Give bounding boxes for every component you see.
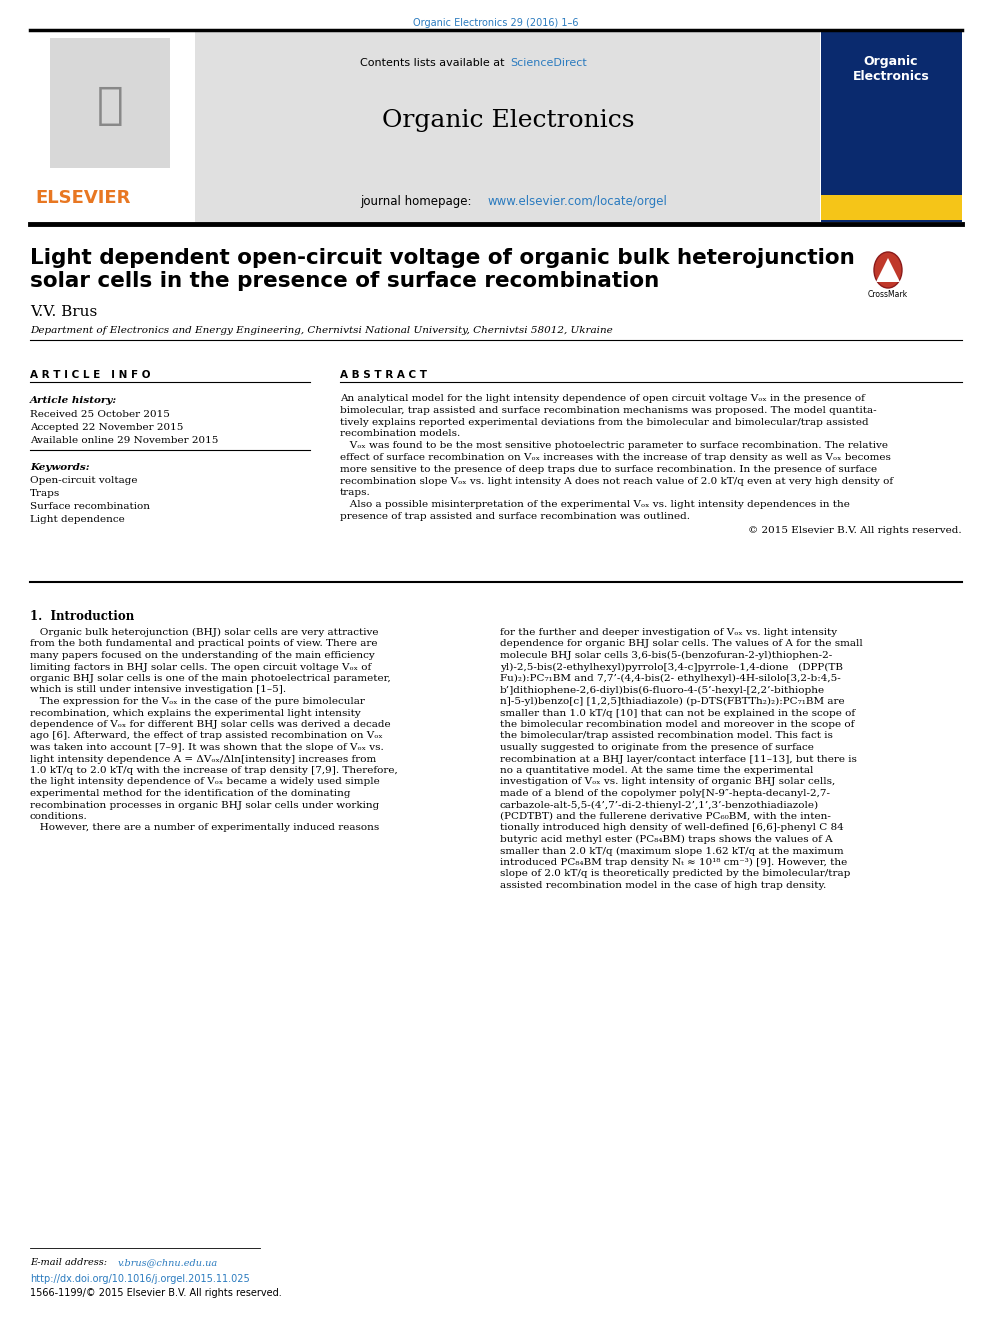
Text: Vₒₓ was found to be the most sensitive photoelectric parameter to surface recomb: Vₒₓ was found to be the most sensitive p… <box>340 441 888 450</box>
Text: 1.  Introduction: 1. Introduction <box>30 610 134 623</box>
Text: tively explains reported experimental deviations from the bimolecular and bimole: tively explains reported experimental de… <box>340 418 869 426</box>
Text: light intensity dependence A = ΔVₒₓ/Δln[intensity] increases from: light intensity dependence A = ΔVₒₓ/Δln[… <box>30 754 376 763</box>
Text: the bimolecular/trap assisted recombination model. This fact is: the bimolecular/trap assisted recombinat… <box>500 732 833 741</box>
Text: www.elsevier.com/locate/orgel: www.elsevier.com/locate/orgel <box>488 194 668 208</box>
Text: recombination at a BHJ layer/contact interface [11–13], but there is: recombination at a BHJ layer/contact int… <box>500 754 857 763</box>
Text: traps.: traps. <box>340 488 371 497</box>
Text: the light intensity dependence of Vₒₓ became a widely used simple: the light intensity dependence of Vₒₓ be… <box>30 778 380 786</box>
Text: (PCDTBT) and the fullerene derivative PC₆₀BM, with the inten-: (PCDTBT) and the fullerene derivative PC… <box>500 812 831 822</box>
Text: molecule BHJ solar cells 3,6-bis(5-(benzofuran-2-yl)thiophen-2-: molecule BHJ solar cells 3,6-bis(5-(benz… <box>500 651 832 660</box>
Text: carbazole-alt-5,5-(4’,7’-di-2-thienyl-2’,1’,3’-benzothiadiazole): carbazole-alt-5,5-(4’,7’-di-2-thienyl-2’… <box>500 800 819 810</box>
Text: However, there are a number of experimentally induced reasons: However, there are a number of experimen… <box>30 823 379 832</box>
Text: Contents lists available at: Contents lists available at <box>360 58 508 67</box>
Text: recombination slope Vₒₓ vs. light intensity A does not reach value of 2.0 kT/q e: recombination slope Vₒₓ vs. light intens… <box>340 476 893 486</box>
Text: assisted recombination model in the case of high trap density.: assisted recombination model in the case… <box>500 881 826 890</box>
Text: organic BHJ solar cells is one of the main photoelectrical parameter,: organic BHJ solar cells is one of the ma… <box>30 673 391 683</box>
Text: Light dependent open-circuit voltage of organic bulk heterojunction
solar cells : Light dependent open-circuit voltage of … <box>30 247 855 291</box>
Text: Surface recombination: Surface recombination <box>30 501 150 511</box>
Text: Organic
Electronics: Organic Electronics <box>853 56 930 83</box>
Text: Organic Electronics: Organic Electronics <box>382 108 634 131</box>
Text: yl)-2,5-bis(2-ethylhexyl)pyrrolo[3,4-c]pyrrole-1,4-dione   (DPP(TB: yl)-2,5-bis(2-ethylhexyl)pyrrolo[3,4-c]p… <box>500 663 843 672</box>
Text: 🌿: 🌿 <box>96 83 123 127</box>
Text: usually suggested to originate from the presence of surface: usually suggested to originate from the … <box>500 744 813 751</box>
Text: V.V. Brus: V.V. Brus <box>30 306 97 319</box>
Text: investigation of Vₒₓ vs. light intensity of organic BHJ solar cells,: investigation of Vₒₓ vs. light intensity… <box>500 778 835 786</box>
Text: more sensitive to the presence of deep traps due to surface recombination. In th: more sensitive to the presence of deep t… <box>340 464 877 474</box>
Text: Open-circuit voltage: Open-circuit voltage <box>30 476 138 486</box>
Text: Available online 29 November 2015: Available online 29 November 2015 <box>30 437 218 445</box>
Text: Received 25 October 2015: Received 25 October 2015 <box>30 410 170 419</box>
Text: conditions.: conditions. <box>30 812 87 822</box>
Text: A R T I C L E   I N F O: A R T I C L E I N F O <box>30 370 151 380</box>
Text: presence of trap assisted and surface recombination was outlined.: presence of trap assisted and surface re… <box>340 512 690 521</box>
Text: CrossMark: CrossMark <box>868 290 908 299</box>
Text: A B S T R A C T: A B S T R A C T <box>340 370 427 380</box>
Text: E-mail address:: E-mail address: <box>30 1258 110 1267</box>
Text: dependence of Vₒₓ for different BHJ solar cells was derived a decade: dependence of Vₒₓ for different BHJ sola… <box>30 720 391 729</box>
Text: v.brus@chnu.edu.ua: v.brus@chnu.edu.ua <box>118 1258 218 1267</box>
Bar <box>195 32 820 222</box>
Text: was taken into account [7–9]. It was shown that the slope of Vₒₓ vs.: was taken into account [7–9]. It was sho… <box>30 744 384 751</box>
Text: http://dx.doi.org/10.1016/j.orgel.2015.11.025: http://dx.doi.org/10.1016/j.orgel.2015.1… <box>30 1274 250 1285</box>
Text: recombination, which explains the experimental light intensity: recombination, which explains the experi… <box>30 709 361 717</box>
Text: dependence for organic BHJ solar cells. The values of A for the small: dependence for organic BHJ solar cells. … <box>500 639 863 648</box>
Text: ScienceDirect: ScienceDirect <box>510 58 586 67</box>
Text: 1.0 kT/q to 2.0 kT/q with the increase of trap density [7,9]. Therefore,: 1.0 kT/q to 2.0 kT/q with the increase o… <box>30 766 398 775</box>
Text: limiting factors in BHJ solar cells. The open circuit voltage Vₒₓ of: limiting factors in BHJ solar cells. The… <box>30 663 371 672</box>
Bar <box>30 32 193 222</box>
Text: Accepted 22 November 2015: Accepted 22 November 2015 <box>30 423 184 433</box>
Text: Traps: Traps <box>30 490 61 497</box>
Text: tionally introduced high density of well-defined [6,6]-phenyl C 84: tionally introduced high density of well… <box>500 823 844 832</box>
Polygon shape <box>876 258 900 282</box>
Ellipse shape <box>874 251 902 288</box>
Text: b’]dithiophene-2,6-diyl)bis(6-fluoro-4-(5’-hexyl-[2,2’-bithiophe: b’]dithiophene-2,6-diyl)bis(6-fluoro-4-(… <box>500 685 825 695</box>
Text: made of a blend of the copolymer poly[N-9″-hepta-decanyl-2,7-: made of a blend of the copolymer poly[N-… <box>500 789 830 798</box>
Text: effect of surface recombination on Vₒₓ increases with the increase of trap densi: effect of surface recombination on Vₒₓ i… <box>340 452 891 462</box>
Text: ELSEVIER: ELSEVIER <box>35 189 130 206</box>
Text: smaller than 1.0 kT/q [10] that can not be explained in the scope of: smaller than 1.0 kT/q [10] that can not … <box>500 709 855 717</box>
Text: An analytical model for the light intensity dependence of open circuit voltage V: An analytical model for the light intens… <box>340 394 865 404</box>
Text: from the both fundamental and practical points of view. There are: from the both fundamental and practical … <box>30 639 378 648</box>
Text: Fu)₂):PC₇₁BM and 7,7’-(4,4-bis(2- ethylhexyl)-4H-silolo[3,2-b:4,5-: Fu)₂):PC₇₁BM and 7,7’-(4,4-bis(2- ethylh… <box>500 673 841 683</box>
Text: bimolecular, trap assisted and surface recombination mechanisms was proposed. Th: bimolecular, trap assisted and surface r… <box>340 406 877 415</box>
Text: Department of Electronics and Energy Engineering, Chernivtsi National University: Department of Electronics and Energy Eng… <box>30 325 613 335</box>
Text: introduced PC₈₄BM trap density Nₜ ≈ 10¹⁸ cm⁻³) [9]. However, the: introduced PC₈₄BM trap density Nₜ ≈ 10¹⁸… <box>500 859 847 867</box>
Text: butyric acid methyl ester (PC₈₄BM) traps shows the values of A: butyric acid methyl ester (PC₈₄BM) traps… <box>500 835 832 844</box>
Text: Article history:: Article history: <box>30 396 117 405</box>
Text: n]-5-yl)benzo[c] [1,2,5]thiadiazole) (p-DTS(FBTTh₂)₂):PC₇₁BM are: n]-5-yl)benzo[c] [1,2,5]thiadiazole) (p-… <box>500 697 844 706</box>
Text: The expression for the Vₒₓ in the case of the pure bimolecular: The expression for the Vₒₓ in the case o… <box>30 697 365 706</box>
Text: Organic Electronics 29 (2016) 1–6: Organic Electronics 29 (2016) 1–6 <box>414 19 578 28</box>
Bar <box>821 194 962 220</box>
Bar <box>821 32 962 222</box>
Text: ago [6]. Afterward, the effect of trap assisted recombination on Vₒₓ: ago [6]. Afterward, the effect of trap a… <box>30 732 383 741</box>
Text: many papers focused on the understanding of the main efficiency: many papers focused on the understanding… <box>30 651 375 660</box>
Text: journal homepage:: journal homepage: <box>360 194 475 208</box>
Text: © 2015 Elsevier B.V. All rights reserved.: © 2015 Elsevier B.V. All rights reserved… <box>748 525 962 534</box>
Text: Keywords:: Keywords: <box>30 463 89 472</box>
Text: recombination processes in organic BHJ solar cells under working: recombination processes in organic BHJ s… <box>30 800 379 810</box>
Text: which is still under intensive investigation [1–5].: which is still under intensive investiga… <box>30 685 286 695</box>
Text: experimental method for the identification of the dominating: experimental method for the identificati… <box>30 789 350 798</box>
Bar <box>50 38 170 168</box>
Text: the bimolecular recombination model and moreover in the scope of: the bimolecular recombination model and … <box>500 720 854 729</box>
Text: Light dependence: Light dependence <box>30 515 125 524</box>
Text: Also a possible misinterpretation of the experimental Vₒₓ vs. light intensity de: Also a possible misinterpretation of the… <box>340 500 850 509</box>
Text: recombination models.: recombination models. <box>340 430 460 438</box>
Text: 1566-1199/© 2015 Elsevier B.V. All rights reserved.: 1566-1199/© 2015 Elsevier B.V. All right… <box>30 1289 282 1298</box>
Text: Organic bulk heterojunction (BHJ) solar cells are very attractive: Organic bulk heterojunction (BHJ) solar … <box>30 628 379 638</box>
Text: for the further and deeper investigation of Vₒₓ vs. light intensity: for the further and deeper investigation… <box>500 628 837 636</box>
Text: no a quantitative model. At the same time the experimental: no a quantitative model. At the same tim… <box>500 766 813 775</box>
Text: slope of 2.0 kT/q is theoretically predicted by the bimolecular/trap: slope of 2.0 kT/q is theoretically predi… <box>500 869 850 878</box>
Text: smaller than 2.0 kT/q (maximum slope 1.62 kT/q at the maximum: smaller than 2.0 kT/q (maximum slope 1.6… <box>500 847 843 856</box>
